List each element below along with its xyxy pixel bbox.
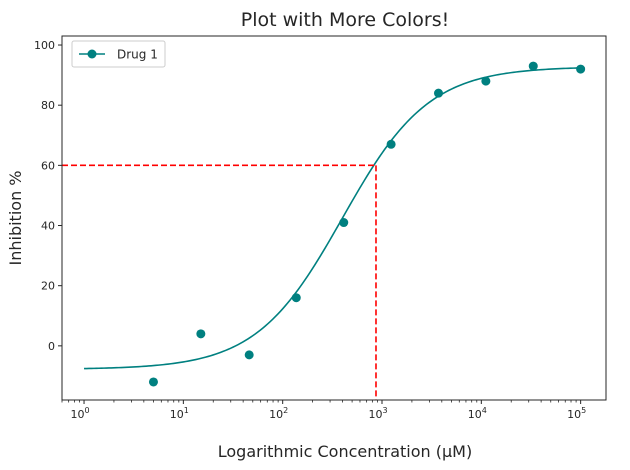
legend-box bbox=[71, 40, 166, 68]
y-tick-label: 100 bbox=[34, 39, 55, 52]
x-tick-label: 102 bbox=[269, 406, 288, 421]
data-point bbox=[244, 350, 254, 360]
x-axis-title: Logarithmic Concentration (μM) bbox=[218, 442, 472, 461]
y-tick-label: 0 bbox=[48, 340, 55, 353]
legend: Drug 1 bbox=[71, 40, 166, 68]
axes: 0 20 40 60 80 100 100 101 102 103 104 105 bbox=[34, 35, 607, 421]
data-point bbox=[386, 139, 396, 149]
data-point bbox=[148, 377, 158, 387]
x-tick-label: 103 bbox=[368, 406, 387, 421]
data-point bbox=[196, 329, 206, 339]
data-point bbox=[528, 61, 538, 71]
y-tick-label: 20 bbox=[41, 280, 55, 293]
data-point bbox=[339, 218, 349, 228]
legend-label: Drug 1 bbox=[117, 48, 158, 62]
legend-marker-swatch bbox=[87, 49, 97, 59]
x-tick-label: 100 bbox=[70, 406, 89, 421]
chart-title: Plot with More Colors! bbox=[241, 9, 449, 31]
data-point bbox=[433, 88, 443, 98]
y-tick-label: 40 bbox=[41, 220, 55, 233]
data-point bbox=[481, 76, 491, 86]
y-axis-title: Inhibition % bbox=[6, 171, 25, 266]
x-tick-label: 105 bbox=[567, 406, 586, 421]
data-point bbox=[576, 64, 586, 74]
plot-frame bbox=[61, 35, 607, 401]
y-tick-label: 80 bbox=[41, 99, 55, 112]
y-tick-label: 60 bbox=[41, 159, 55, 172]
x-tick-label: 101 bbox=[170, 406, 189, 421]
fit-curve bbox=[84, 67, 581, 370]
plot-area bbox=[62, 61, 586, 400]
x-tick-label: 104 bbox=[468, 406, 487, 421]
data-point bbox=[291, 293, 301, 303]
